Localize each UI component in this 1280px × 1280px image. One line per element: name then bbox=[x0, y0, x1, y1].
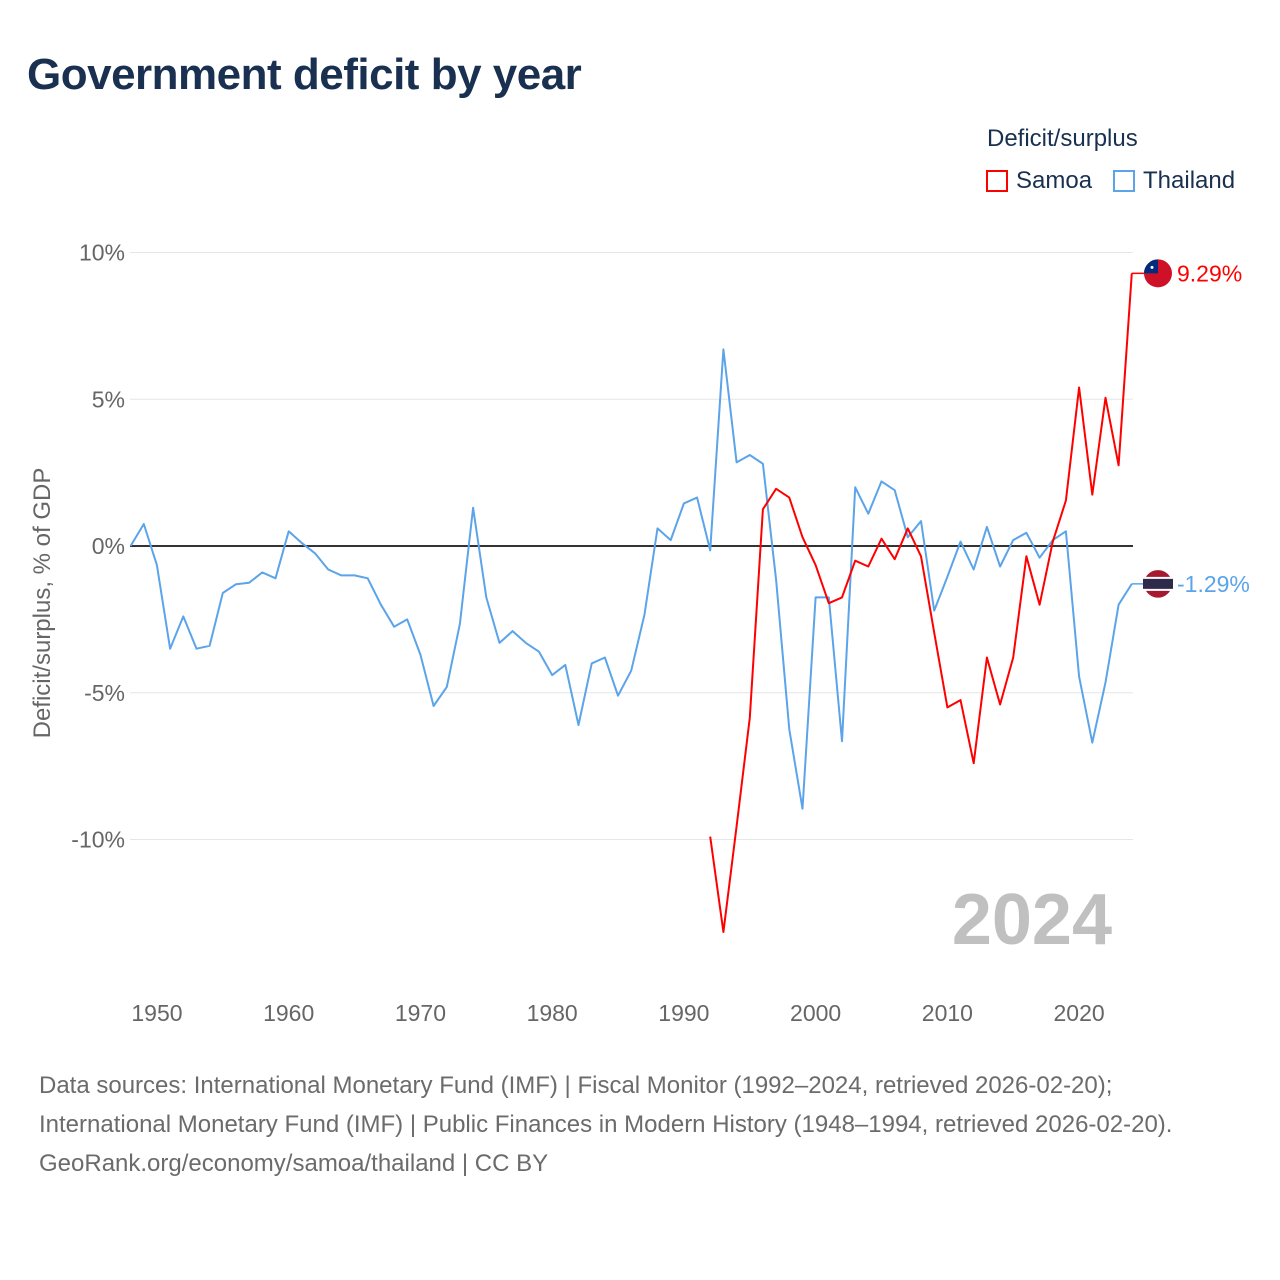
x-tick-label: 2020 bbox=[1054, 1000, 1105, 1026]
y-tick-label: 5% bbox=[92, 386, 125, 412]
line-chart: 10% 5% 0% -5% -10% 1950 1960 1970 1980 1990 2000 20… bbox=[29, 240, 1250, 1027]
y-tick-label: -5% bbox=[84, 680, 125, 706]
x-tick-label: 1960 bbox=[263, 1000, 314, 1026]
y-tick-label: -10% bbox=[71, 827, 125, 853]
y-axis-label: Deficit/surplus, % of GDP bbox=[29, 468, 56, 739]
y-tick-label: 0% bbox=[92, 533, 125, 559]
x-tick-label: 1970 bbox=[395, 1000, 446, 1026]
legend-item-samoa[interactable]: Samoa bbox=[986, 167, 1092, 195]
x-tick-label: 2010 bbox=[922, 1000, 973, 1026]
flag-red-bottom bbox=[1146, 590, 1170, 598]
series-line-thailand bbox=[129, 348, 1133, 810]
y-tick-label: 10% bbox=[79, 240, 125, 266]
year-watermark: 2024 bbox=[952, 880, 1112, 960]
legend-item-thailand[interactable]: Thailand bbox=[1113, 167, 1235, 195]
flag-red-top bbox=[1146, 570, 1170, 577]
flag-star bbox=[1150, 265, 1154, 269]
credit-link[interactable]: GeoRank.org/economy/samoa/thailand | CC … bbox=[39, 1150, 549, 1177]
end-label-thailand: -1.29% bbox=[1177, 571, 1250, 597]
flag-icon-thailand bbox=[1143, 569, 1173, 598]
legend-label: Samoa bbox=[1016, 167, 1093, 194]
x-tick-label: 2000 bbox=[790, 1000, 841, 1026]
data-sources: Data sources: International Monetary Fun… bbox=[39, 1072, 1173, 1138]
legend-swatch-samoa bbox=[986, 170, 1008, 192]
footer: Data sources: International Monetary Fun… bbox=[39, 1066, 1239, 1183]
x-tick-label: 1950 bbox=[131, 1000, 182, 1026]
legend-swatch-thailand bbox=[1113, 170, 1135, 192]
flag-blue-band bbox=[1143, 578, 1173, 589]
end-label-samoa: 9.29% bbox=[1177, 260, 1242, 286]
legend-title: Deficit/surplus bbox=[987, 125, 1138, 152]
flag-icon-samoa bbox=[1144, 259, 1172, 288]
series-line-samoa bbox=[709, 273, 1133, 933]
x-tick-label: 1990 bbox=[658, 1000, 709, 1026]
chart-title: Government deficit by year bbox=[27, 50, 582, 99]
x-tick-label: 1980 bbox=[527, 1000, 578, 1026]
legend-label: Thailand bbox=[1143, 167, 1236, 194]
